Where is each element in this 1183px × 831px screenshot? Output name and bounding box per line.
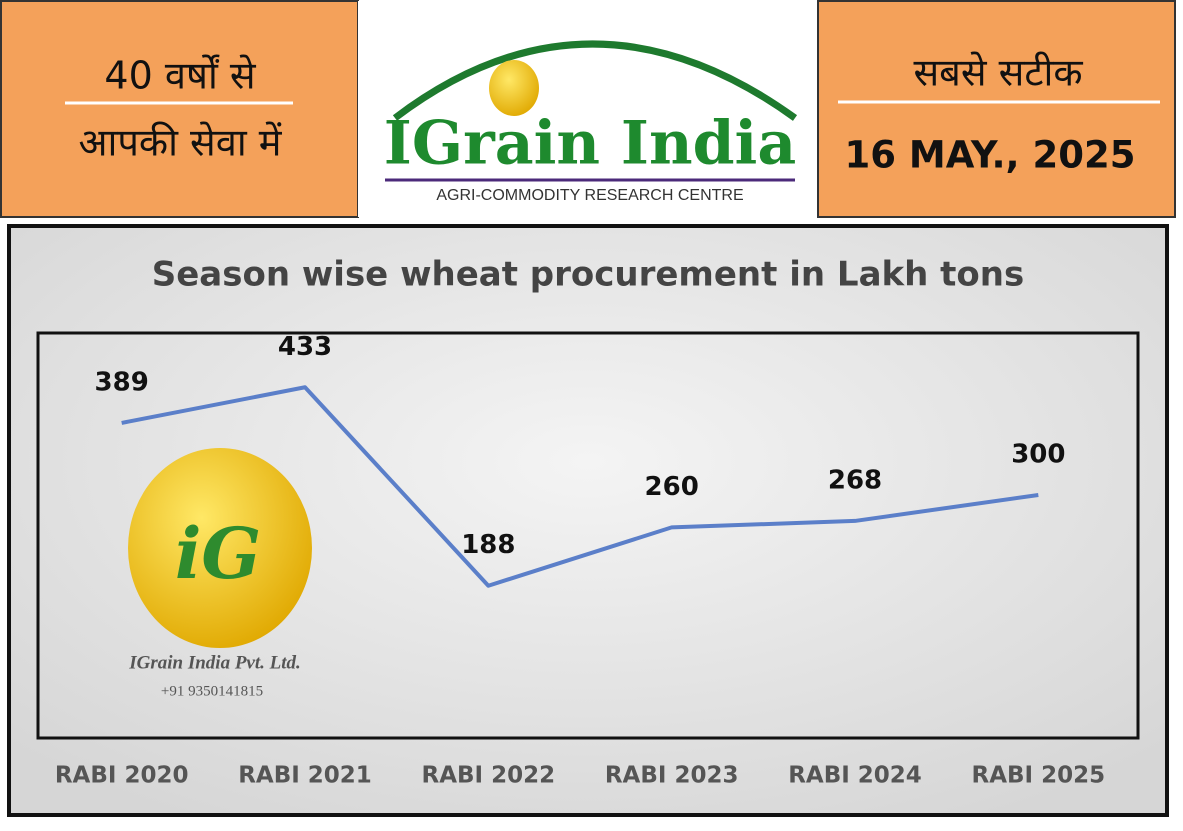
x-tick-label: RABI 2021 <box>238 763 372 789</box>
left-line1: 40 वर्षों से <box>104 54 256 98</box>
watermark-phone: +91 9350141815 <box>161 683 263 699</box>
x-tick-label: RABI 2023 <box>605 763 739 789</box>
logo-arc <box>392 40 798 121</box>
watermark-seal <box>128 448 312 648</box>
x-tick-label: RABI 2024 <box>788 763 922 789</box>
data-label: 188 <box>461 530 515 560</box>
x-tick-label: RABI 2020 <box>55 763 189 789</box>
watermark-company: IGrain India Pvt. Ltd. <box>128 652 301 673</box>
left-banner <box>0 0 359 218</box>
data-label: 433 <box>278 332 332 362</box>
watermark-monogram: iG <box>175 512 261 595</box>
brand: IGrain India <box>384 109 796 179</box>
data-label: 300 <box>1011 440 1065 470</box>
date: 16 MAY., 2025 <box>845 134 1136 177</box>
data-label: 389 <box>95 367 149 397</box>
tagline: AGRI-COMMODITY RESEARCH CENTRE <box>436 187 743 204</box>
data-label: 260 <box>645 472 699 502</box>
right-banner <box>817 0 1176 218</box>
data-line <box>121 385 1039 588</box>
x-tick-label: RABI 2025 <box>972 763 1106 789</box>
right-line1: सबसे सटीक <box>913 51 1083 95</box>
left-line2: आपकी सेवा में <box>79 121 283 165</box>
chart-title: Season wise wheat procurement in Lakh to… <box>152 255 1024 295</box>
plot-area <box>36 331 1140 740</box>
logo-seal <box>489 60 539 116</box>
x-tick-label: RABI 2022 <box>422 763 556 789</box>
data-label: 268 <box>828 465 882 495</box>
